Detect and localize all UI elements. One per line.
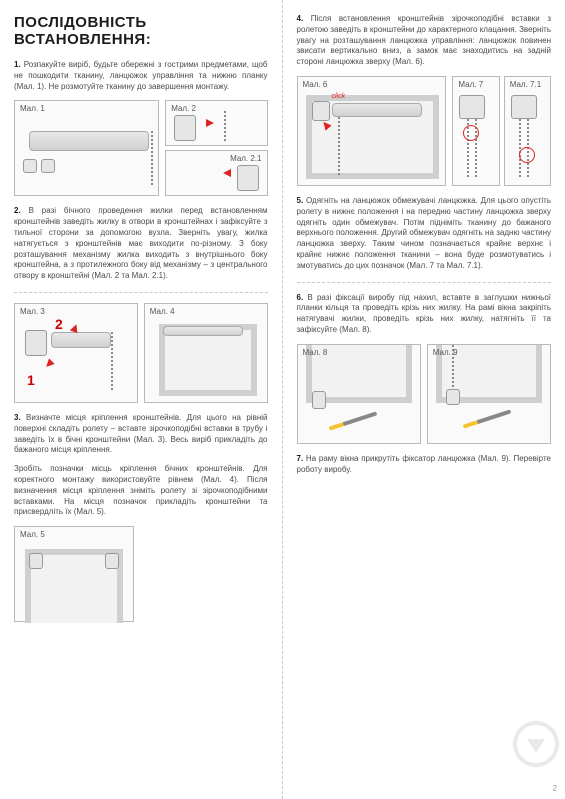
para-6-text: В разі фіксації виробу під нахил, вставт… (297, 293, 552, 334)
bracket-icon (237, 165, 259, 191)
fig-col-7: Мал. 7 Мал. 7.1 (452, 76, 551, 186)
para-3a: 3. Визначте місця кріплення кронштейнів.… (14, 413, 268, 456)
fig-row-2: Мал. 3 1 2 Мал. 4 (14, 303, 268, 403)
page-number: 2 (553, 784, 557, 793)
para-4-text: Після встановлення кронштейнів зірочкопо… (297, 14, 552, 66)
fig-3-label: Мал. 3 (20, 307, 45, 316)
para-2-text: В разі бічного проведення жилки перед вс… (14, 206, 268, 280)
bracket-icon (29, 553, 43, 569)
chain-icon (338, 117, 340, 177)
para-4: 4. Після встановлення кронштейнів зірочк… (297, 14, 552, 68)
fig-1-label: Мал. 1 (20, 104, 45, 113)
right-column: 4. Після встановлення кронштейнів зірочк… (283, 0, 565, 799)
fig-71-label: Мал. 7.1 (510, 80, 541, 89)
roller-icon (29, 131, 149, 151)
para-1: 1. Розпакуйте виріб, будьте обережні з г… (14, 60, 268, 92)
chain-icon (111, 332, 113, 390)
para-5-num: 5. (297, 196, 304, 205)
para-6: 6. В разі фіксації виробу під нахил, вст… (297, 293, 552, 336)
divider (297, 282, 552, 283)
fig-2-label: Мал. 2 (171, 104, 196, 113)
fig-5-label: Мал. 5 (20, 530, 45, 539)
arrow-icon (43, 358, 54, 369)
para-7-text: На раму вікна прикрутіть фіксатор ланцюж… (297, 454, 551, 474)
figure-8: Мал. 8 (297, 344, 421, 444)
fig-6-label: Мал. 6 (303, 80, 328, 89)
figure-4: Мал. 4 (144, 303, 268, 403)
para-7: 7. На раму вікна прикрутіть фіксатор лан… (297, 454, 552, 476)
bracket-icon (174, 115, 196, 141)
fig-4-label: Мал. 4 (150, 307, 175, 316)
fig-row-4: Мал. 6 click Мал. 7 Мал. 7.1 (297, 76, 552, 186)
para-1-text: Розпакуйте виріб, будьте обережні з гост… (14, 60, 268, 91)
para-2-num: 2. (14, 206, 21, 215)
fig-row-5: Мал. 8 Мал. 9 (297, 344, 552, 444)
chain-icon (224, 111, 226, 143)
para-3-num: 3. (14, 413, 21, 422)
chain-icon (519, 119, 521, 177)
fig-row-3: Мал. 5 (14, 526, 268, 622)
figure-2: Мал. 2 (165, 100, 267, 146)
fig-row-1: Мал. 1 Мал. 2 Мал. 2.1 (14, 100, 268, 196)
watermark-icon (513, 721, 559, 767)
mechanism-icon (459, 95, 485, 119)
click-label: click (332, 93, 346, 100)
figure-2-1: Мал. 2.1 (165, 150, 267, 196)
badge-2: 2 (55, 316, 63, 332)
bracket-icon (25, 330, 47, 356)
para-5: 5. Одягніть на ланцюжок обмежувачі ланцю… (297, 196, 552, 272)
fig-21-label: Мал. 2.1 (230, 154, 261, 163)
para-2: 2. В разі бічного проведення жилки перед… (14, 206, 268, 282)
figure-1: Мал. 1 (14, 100, 159, 196)
badge-1: 1 (27, 372, 35, 388)
figure-6: Мал. 6 click (297, 76, 447, 186)
screwdriver-icon (462, 409, 511, 428)
figure-3: Мал. 3 1 2 (14, 303, 138, 403)
left-column: ПОСЛІДОВНІСТЬ ВСТАНОВЛЕННЯ: 1. Розпакуйт… (0, 0, 283, 799)
fig-7-label: Мал. 7 (458, 80, 483, 89)
page-title: ПОСЛІДОВНІСТЬ ВСТАНОВЛЕННЯ: (14, 14, 268, 48)
bracket-icon (312, 101, 330, 121)
para-4-num: 4. (297, 14, 304, 23)
chain-icon (151, 131, 153, 185)
page: ПОСЛІДОВНІСТЬ ВСТАНОВЛЕННЯ: 1. Розпакуйт… (0, 0, 565, 799)
fig-9-label: Мал. 9 (433, 348, 458, 357)
highlight-circle-icon (519, 147, 535, 163)
fig-col-2: Мал. 2 Мал. 2.1 (165, 100, 267, 196)
bracket-icon (105, 553, 119, 569)
arrow-icon (223, 169, 231, 177)
tensioner-icon (312, 391, 326, 409)
chain-fixer-icon (446, 389, 460, 405)
mechanism-icon (511, 95, 537, 119)
para-3a-text: Визначте місця кріплення кронштейнів. Дл… (14, 413, 268, 454)
arrow-icon (206, 119, 214, 127)
part-icon (41, 159, 55, 173)
para-6-num: 6. (297, 293, 304, 302)
fig-8-label: Мал. 8 (303, 348, 328, 357)
roller-icon (163, 326, 243, 336)
para-1-num: 1. (14, 60, 21, 69)
figure-7-1: Мал. 7.1 (504, 76, 551, 186)
figure-9: Мал. 9 (427, 344, 551, 444)
para-5-text: Одягніть на ланцюжок обмежувачі ланцюжка… (297, 196, 552, 270)
para-3b: Зробіть позначки місць кріплення бічних … (14, 464, 268, 518)
part-icon (23, 159, 37, 173)
figure-5: Мал. 5 (14, 526, 134, 622)
figure-7: Мал. 7 (452, 76, 499, 186)
screwdriver-icon (328, 411, 377, 430)
roller-icon (332, 103, 422, 117)
roller-icon (51, 332, 111, 348)
para-7-num: 7. (297, 454, 304, 463)
divider (14, 292, 268, 293)
